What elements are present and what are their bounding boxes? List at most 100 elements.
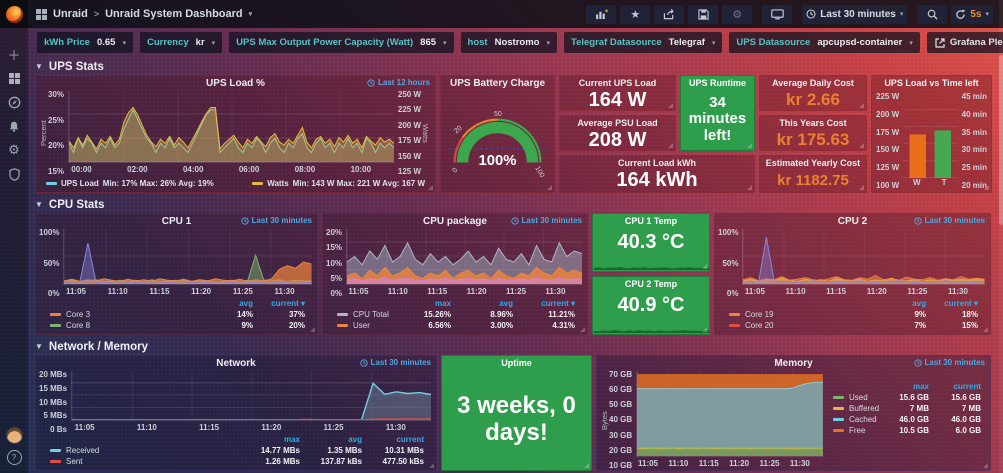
cpu-package-plot[interactable] [346, 229, 582, 285]
row-header-cpu-stats[interactable]: ▼ CPU Stats [35, 196, 995, 213]
x-axis-ticks: 11:05 11:10 11:15 11:20 11:25 11:30 [636, 457, 823, 470]
legend-series-label[interactable]: Core 3 [50, 310, 201, 319]
server-admin-shield-icon[interactable] [6, 166, 22, 182]
legend-series-label[interactable]: Core 19 [729, 310, 874, 319]
variable-host[interactable]: host Nostromo ▾ [460, 32, 557, 53]
scrollbar-thumb[interactable] [999, 55, 1003, 225]
legend-series-label[interactable]: Received [50, 446, 238, 455]
panel-title[interactable]: Average Daily Cost [772, 78, 854, 88]
legend-series-label[interactable]: Cached [833, 415, 877, 424]
axis-tick: 11:15 [199, 423, 220, 432]
axis-tick: 11:30 [274, 287, 295, 296]
alerting-bell-icon[interactable] [6, 118, 22, 134]
link-grafana-plex-theme[interactable]: Grafana Plex Theme [926, 32, 1003, 53]
bar-T[interactable] [934, 130, 952, 178]
ups-load-plot[interactable] [68, 91, 394, 163]
dashboard-settings-gear-icon[interactable]: ⚙ [722, 4, 753, 24]
stat-value: 40.3 °C [617, 231, 685, 253]
clock-icon [240, 216, 249, 225]
settings-gear-icon[interactable]: ⚙ [8, 142, 20, 157]
panel-title[interactable]: UPS Runtime [688, 78, 746, 88]
add-icon[interactable]: ＋ [7, 47, 21, 63]
cpu2-temp-sparkline [594, 320, 710, 333]
cpu1-plot[interactable] [63, 229, 312, 285]
user-avatar[interactable] [5, 427, 23, 444]
chevron-down-icon[interactable]: ▾ [248, 11, 253, 18]
panel-title[interactable]: Network [216, 358, 256, 369]
axis-tick: 70 GB [609, 370, 633, 379]
legend-series-label[interactable]: Core 20 [729, 321, 874, 330]
variable-telegraf-datasource[interactable]: Telegraf Datasource Telegraf ▾ [564, 32, 723, 53]
panel-title[interactable]: UPS Load % [206, 78, 265, 89]
panel-title[interactable]: Memory [774, 358, 813, 369]
axis-tick: 11:10 [668, 459, 689, 468]
axis-tick: 11:10 [387, 287, 408, 296]
help-icon[interactable]: ? [6, 450, 22, 465]
legend-cell: 37% [288, 310, 305, 319]
panel-time-badge: Last 12 hours [367, 78, 430, 87]
cycle-view-tv-button[interactable] [762, 4, 793, 24]
variable-ups-max-output[interactable]: UPS Max Output Power Capacity (Watt) 865… [229, 32, 454, 53]
axis-tick: 11:25 [506, 287, 527, 296]
row-header-ups-stats[interactable]: ▼ UPS Stats [35, 58, 995, 75]
star-button[interactable]: ★ [620, 4, 651, 24]
panel-title[interactable]: Current UPS Load [578, 78, 657, 88]
series-swatch [50, 324, 61, 327]
add-panel-button[interactable] [586, 4, 617, 24]
panel-title[interactable]: CPU 2 [837, 216, 868, 227]
panel-title[interactable]: CPU 2 Temp [624, 279, 678, 289]
share-button[interactable] [654, 4, 685, 24]
series-swatch [833, 407, 844, 410]
axis-tick: 20% [48, 141, 65, 151]
row-header-network-memory[interactable]: ▼ Network / Memory [35, 338, 995, 355]
bar-W[interactable] [909, 134, 927, 178]
axis-tick: 225 W [397, 105, 421, 115]
legend-series-label[interactable]: Buffered [833, 404, 879, 413]
cpu2-plot[interactable] [742, 229, 985, 285]
panel-title[interactable]: CPU 1 [161, 216, 192, 227]
legend-series-label[interactable]: CPU Total [337, 310, 389, 319]
network-plot[interactable] [71, 371, 431, 421]
legend-series-label[interactable]: Sent [50, 457, 238, 466]
legend-item-watts[interactable]: Watts Min: 143 W Max: 221 W Avg: 167 W [252, 179, 425, 188]
refresh-interval-label[interactable]: 5s [970, 8, 982, 20]
variable-kwh-price[interactable]: kWh Price 0.65 ▾ [37, 32, 133, 53]
y-axis-ticks-right: 250 W 225 W 200 W 175 W 150 W 125 W [394, 91, 421, 176]
legend-series-label[interactable]: Used [833, 393, 877, 402]
refresh-button[interactable]: 5s ▾ [951, 4, 993, 24]
variable-ups-datasource[interactable]: UPS Datasource apcupsd-container ▾ [729, 32, 920, 53]
axis-tick: 5 MBs [43, 411, 68, 421]
panel-cpu2-graph: CPU 2 Last 30 minutes 100% 50% 0% 11:05 11:… [714, 213, 991, 335]
panel-title[interactable]: CPU 1 Temp [624, 216, 678, 226]
chevron-down-icon[interactable]: ▾ [985, 11, 989, 18]
axis-tick: 11:30 [545, 287, 566, 296]
panel-title[interactable]: UPS Battery Charge [449, 78, 546, 89]
legend-series-label[interactable]: User [337, 321, 389, 330]
panel-title[interactable]: UPS Load vs Time left [884, 78, 979, 88]
series-swatch [337, 313, 348, 316]
panel-title[interactable]: This Years Cost [779, 118, 847, 128]
page-scrollbar[interactable] [999, 0, 1003, 473]
memory-plot[interactable] [636, 371, 823, 457]
variable-currency[interactable]: Currency kr ▾ [139, 32, 223, 53]
series-swatch [833, 429, 844, 432]
breadcrumb-folder[interactable]: Unraid [53, 8, 88, 20]
panel-title[interactable]: Uptime [501, 358, 532, 368]
series-swatch [50, 449, 61, 452]
ups-bars-plot[interactable] [903, 93, 958, 178]
grafana-logo[interactable] [0, 0, 28, 28]
panel-title[interactable]: Estimated Yearly Cost [765, 158, 861, 168]
variable-value: Nostromo [494, 37, 540, 48]
panel-title[interactable]: CPU package [423, 216, 487, 227]
save-button[interactable] [688, 4, 719, 24]
time-range-picker[interactable]: Last 30 minutes ▾ [802, 4, 908, 24]
zoom-out-button[interactable] [917, 4, 948, 24]
dashboards-icon[interactable] [6, 70, 22, 86]
breadcrumb-dashboard-title[interactable]: Unraid System Dashboard [105, 8, 243, 20]
legend-item-ups-load[interactable]: UPS Load Min: 17% Max: 26% Avg: 19% [46, 179, 214, 188]
explore-compass-icon[interactable] [6, 94, 22, 110]
legend-series-label[interactable]: Free [833, 426, 877, 435]
legend-series-label[interactable]: Core 8 [50, 321, 201, 330]
panel-title[interactable]: Average PSU Load [577, 118, 658, 128]
panel-title[interactable]: Current Load kWh [618, 158, 696, 168]
